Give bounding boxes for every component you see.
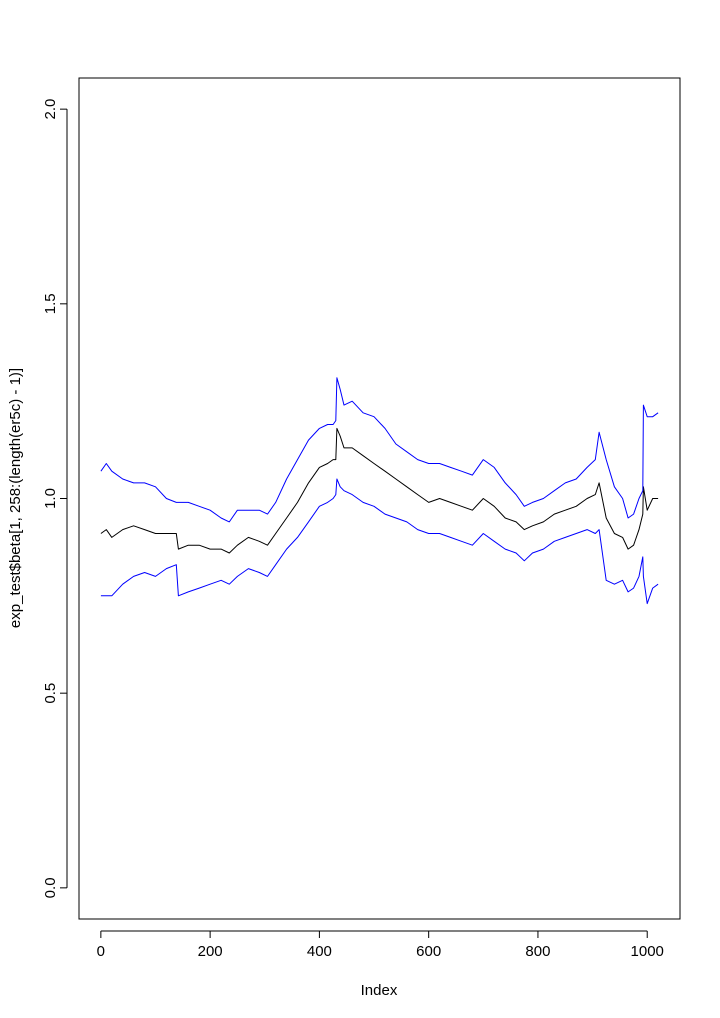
series-line-2: [100, 377, 659, 523]
x-tick-label: 800: [525, 943, 550, 960]
series-line-3: [100, 478, 659, 605]
y-tick-label: 1.0: [42, 488, 59, 509]
x-tick-label: 0: [97, 943, 105, 960]
x-axis-label: Index: [361, 982, 398, 999]
y-tick-label: 1.5: [42, 293, 59, 314]
x-axis: 0 200 400 600 800 1000: [97, 930, 664, 960]
x-tick-label: 600: [416, 943, 441, 960]
x-tick-label: 1000: [631, 943, 664, 960]
y-tick-label: 0.0: [42, 877, 59, 898]
x-tick-label: 200: [198, 943, 223, 960]
x-tick-label: 400: [307, 943, 332, 960]
y-axis-label: exp_test$beta[1, 258:(length(er5c) - 1)]: [7, 368, 24, 628]
y-tick-label: 0.5: [42, 683, 59, 704]
y-tick-label: 2.0: [42, 99, 59, 120]
plot-frame: [78, 77, 681, 920]
y-axis: 0.0 0.5 1.0 1.5 2.0: [42, 99, 68, 898]
series-line-1: [100, 427, 659, 554]
series-layer: [100, 377, 659, 605]
